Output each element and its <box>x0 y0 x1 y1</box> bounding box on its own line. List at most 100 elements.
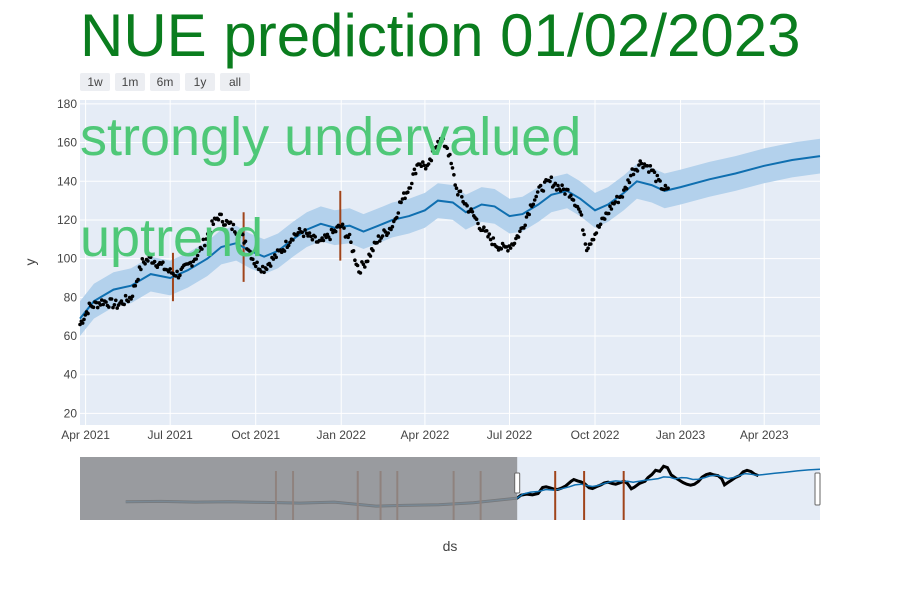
data-point <box>488 237 493 242</box>
range-button-all[interactable]: all <box>220 73 250 91</box>
data-point <box>423 166 428 171</box>
data-point <box>608 204 612 208</box>
data-point <box>122 302 126 307</box>
data-point <box>325 232 330 237</box>
range-button-bg[interactable] <box>150 73 180 91</box>
data-point <box>126 299 131 304</box>
y-tick-label: 140 <box>57 174 77 188</box>
range-slider[interactable] <box>80 457 821 520</box>
range-button-label: 1w <box>87 75 103 89</box>
range-button-1m[interactable]: 1m <box>115 73 145 91</box>
data-point <box>499 247 504 251</box>
data-point <box>296 231 301 235</box>
x-tick-label: Apr 2021 <box>61 428 110 442</box>
data-point <box>143 262 147 266</box>
data-point <box>268 264 273 268</box>
data-point <box>248 249 252 254</box>
data-point <box>434 145 439 149</box>
data-point <box>194 257 198 261</box>
range-slider-right-handle[interactable] <box>814 472 821 506</box>
data-point <box>83 313 88 317</box>
data-point <box>307 231 312 235</box>
data-point <box>563 192 567 196</box>
range-slider-mask <box>80 457 518 520</box>
data-point <box>321 238 326 243</box>
data-point <box>609 207 614 211</box>
data-point <box>378 239 382 243</box>
y-axis-ticks: 20 40 60 80 100 120 140 160 180 <box>57 97 77 421</box>
range-button-6m[interactable]: 6m <box>150 73 180 91</box>
data-point <box>371 248 375 253</box>
y-tick-label: 120 <box>57 213 77 227</box>
data-point <box>406 190 410 194</box>
data-point <box>624 186 629 191</box>
data-point <box>569 193 573 198</box>
range-slider-left-handle[interactable] <box>514 472 521 494</box>
data-point <box>98 303 103 307</box>
data-point <box>251 257 255 262</box>
data-point <box>396 211 401 215</box>
data-point <box>616 200 621 205</box>
data-point <box>645 164 650 168</box>
data-point <box>535 190 540 194</box>
range-button-bg[interactable] <box>185 73 215 91</box>
y-tick-label: 20 <box>64 406 78 420</box>
data-point <box>190 264 194 268</box>
data-point <box>129 297 133 301</box>
data-point <box>80 321 85 325</box>
y-tick-label: 160 <box>57 136 77 150</box>
data-point <box>602 217 607 221</box>
range-button-1y[interactable]: 1y <box>185 73 215 91</box>
data-point <box>136 277 140 282</box>
data-point <box>264 267 269 272</box>
data-point <box>635 169 640 173</box>
data-point <box>115 306 119 310</box>
range-button-bg[interactable] <box>80 73 110 91</box>
data-point <box>648 164 653 168</box>
data-point <box>146 259 150 263</box>
data-point <box>204 237 208 241</box>
data-point <box>516 235 521 239</box>
range-button-bg[interactable] <box>220 73 250 91</box>
data-point <box>101 302 105 307</box>
data-point <box>408 186 413 190</box>
data-point <box>114 298 118 303</box>
data-point <box>253 264 258 269</box>
data-point <box>430 149 435 153</box>
data-point <box>421 160 425 164</box>
data-point <box>579 213 584 217</box>
data-point <box>91 305 96 310</box>
data-point <box>480 228 485 232</box>
x-tick-label: Oct 2022 <box>571 428 620 442</box>
data-point <box>333 229 338 234</box>
data-point <box>230 227 234 232</box>
data-point <box>581 228 585 232</box>
data-point <box>329 227 334 232</box>
data-point <box>386 231 391 235</box>
y-tick-label: 180 <box>57 97 77 111</box>
data-point <box>577 207 581 211</box>
data-point <box>598 222 603 227</box>
data-point <box>458 189 463 193</box>
data-point <box>487 232 492 236</box>
data-point <box>469 207 473 211</box>
data-point <box>349 240 353 244</box>
data-point <box>107 305 111 309</box>
data-point <box>474 217 479 221</box>
data-point <box>647 170 651 174</box>
data-point <box>541 189 546 193</box>
data-point <box>429 158 434 163</box>
data-point <box>95 305 100 310</box>
data-point <box>139 267 143 272</box>
data-point <box>652 170 657 174</box>
data-point <box>262 270 266 275</box>
data-point <box>112 303 117 307</box>
data-point <box>271 257 276 261</box>
data-point <box>403 196 407 201</box>
range-button-1w[interactable]: 1w <box>80 73 110 91</box>
x-tick-label: Jul 2021 <box>147 428 193 442</box>
range-button-bg[interactable] <box>115 73 145 91</box>
data-point <box>210 219 214 223</box>
data-point <box>309 234 313 239</box>
